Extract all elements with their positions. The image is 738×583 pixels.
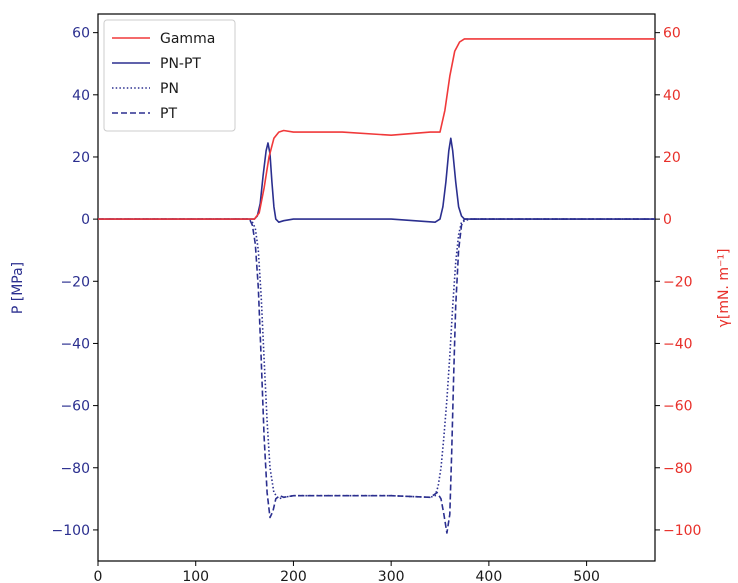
series-line-pn-pt: [98, 138, 655, 222]
legend-label: PN: [160, 81, 179, 97]
x-tick-label: 0: [94, 569, 103, 583]
left-axis-label: P [MPa]: [10, 262, 26, 314]
legend: Gamma PN-PT PN PT: [104, 20, 235, 131]
legend-label: PT: [160, 106, 177, 122]
left-tick-label: 0: [81, 212, 90, 228]
legend-label: PN-PT: [160, 56, 201, 72]
right-tick-label: 0: [663, 212, 672, 228]
right-tick-label: 40: [663, 88, 681, 104]
legend-label: Gamma: [160, 31, 215, 47]
x-tick-label: 100: [182, 569, 209, 583]
left-tick-label: −20: [60, 274, 90, 290]
right-tick-label: −60: [663, 399, 693, 415]
x-tick-label: 500: [573, 569, 600, 583]
right-tick-label: 60: [663, 26, 681, 42]
left-tick-label: −40: [60, 336, 90, 352]
right-axis-label: γ[mN. m⁻¹]: [716, 249, 732, 328]
x-tick-label: 400: [476, 569, 503, 583]
x-tick-label: 300: [378, 569, 405, 583]
left-tick-label: −100: [52, 523, 90, 539]
left-tick-label: 60: [72, 26, 90, 42]
series-line-pn: [98, 219, 655, 499]
x-tick-label: 200: [280, 569, 307, 583]
left-tick-label: −80: [60, 461, 90, 477]
right-tick-label: 20: [663, 150, 681, 166]
left-tick-label: 40: [72, 88, 90, 104]
series-line-pt: [98, 219, 655, 533]
right-tick-label: −100: [663, 523, 701, 539]
right-tick-label: −20: [663, 274, 693, 290]
left-tick-label: 20: [72, 150, 90, 166]
left-tick-label: −60: [60, 399, 90, 415]
right-tick-label: −40: [663, 336, 693, 352]
right-tick-label: −80: [663, 461, 693, 477]
